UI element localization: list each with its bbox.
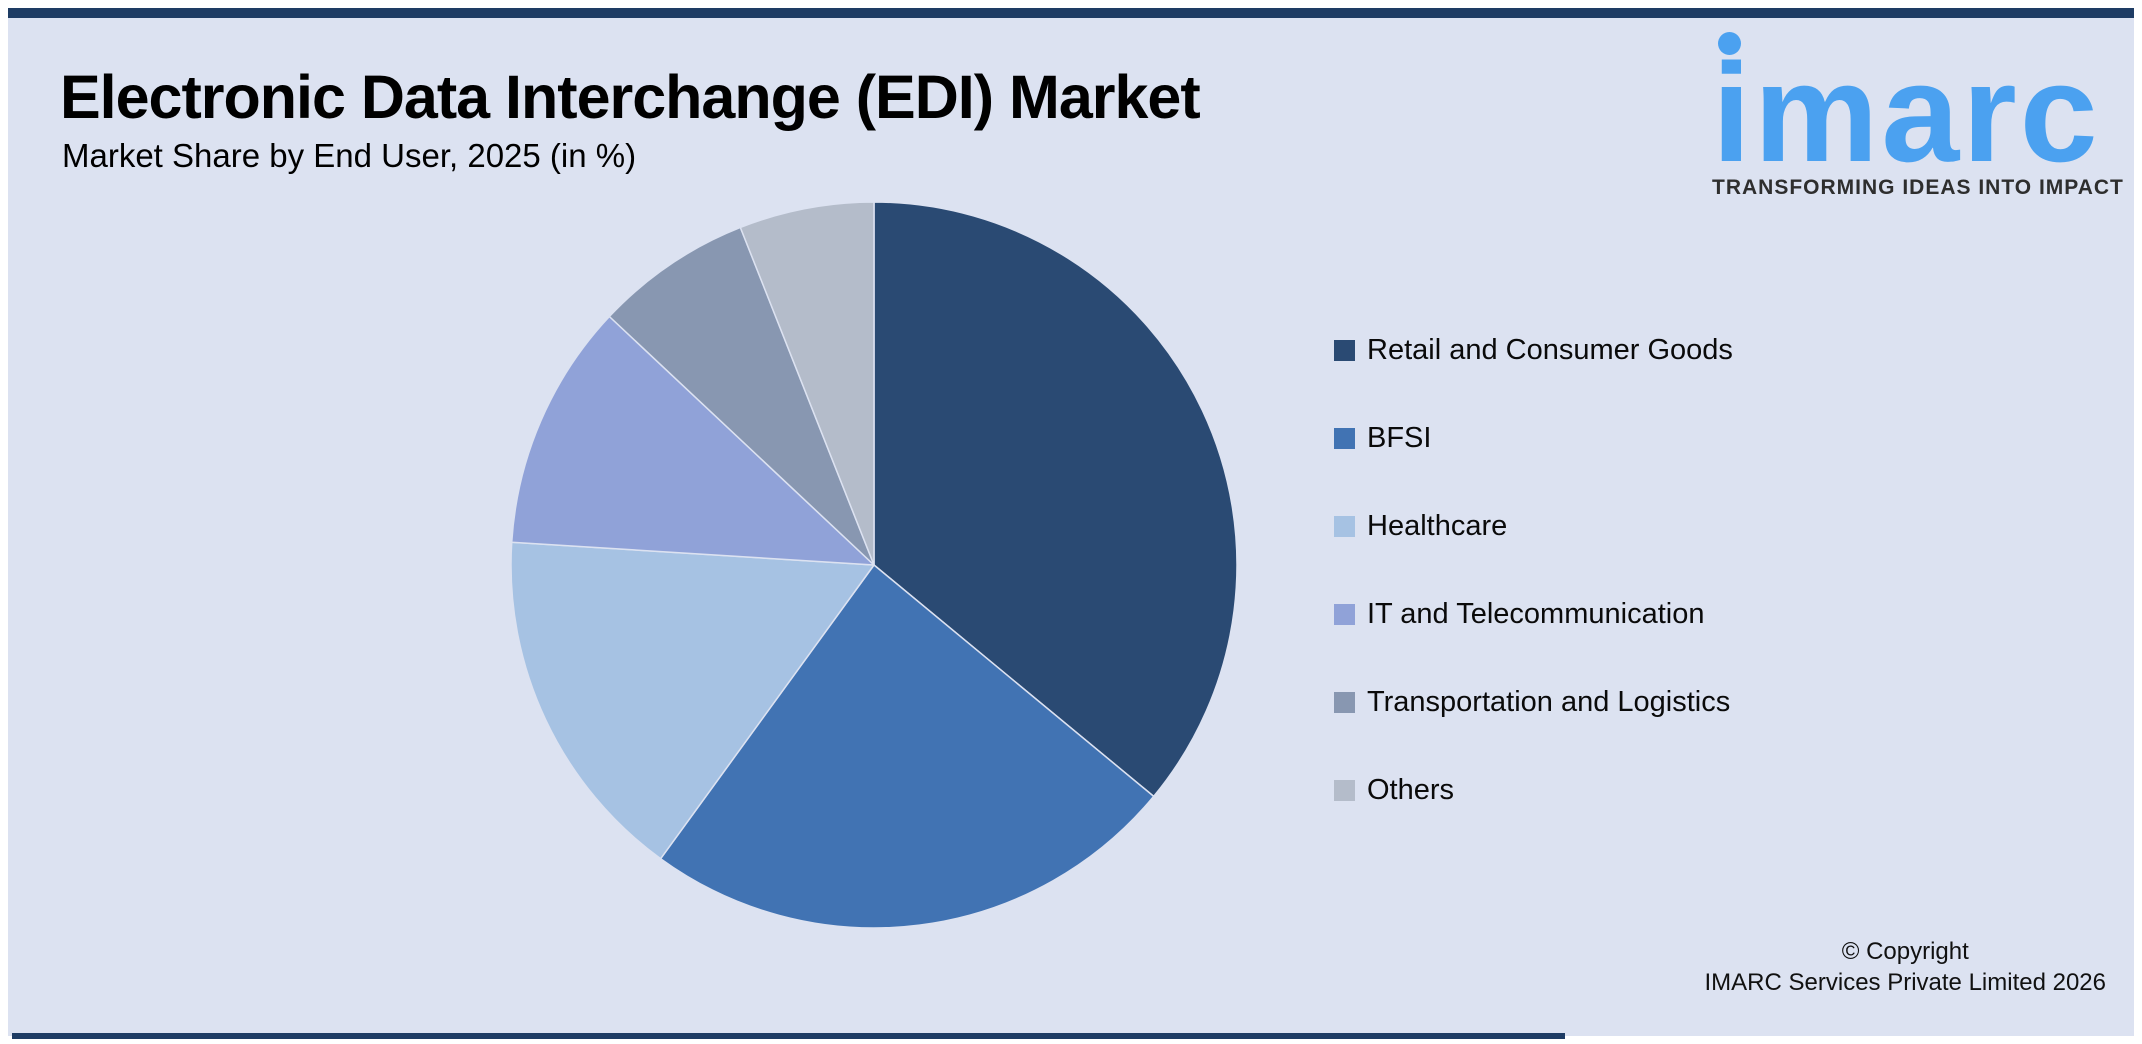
pie-slice-others — [739, 201, 875, 566]
pie-chart — [510, 201, 1238, 929]
copyright-line1: © Copyright — [1841, 938, 1969, 965]
legend-item-healthcare: Healthcare — [1334, 512, 1733, 541]
legend-item-transportation-and-logistics: Transportation and Logistics — [1334, 688, 1733, 717]
page-subtitle: Market Share by End User, 2025 (in %) — [62, 137, 637, 175]
legend-item-bfsi: BFSI — [1334, 424, 1733, 453]
legend-swatch-icon — [1334, 428, 1355, 449]
copyright-line2: IMARC Services Private Limited 2026 — [1704, 969, 2106, 996]
legend-swatch-icon — [1334, 604, 1355, 625]
logo-dot-icon — [1718, 32, 1741, 55]
logo-tagline: TRANSFORMING IDEAS INTO IMPACT — [1712, 176, 2124, 199]
legend-item-it-and-telecommunication: IT and Telecommunication — [1334, 600, 1733, 629]
pie-slice-bfsi — [659, 564, 1155, 929]
legend-label: IT and Telecommunication — [1367, 598, 1705, 630]
pie-slice-healthcare — [510, 541, 875, 860]
legend-swatch-icon — [1334, 340, 1355, 361]
pie-slice-transportation-and-logistics — [608, 226, 875, 566]
bottom-border-rule — [12, 1033, 1565, 1039]
legend-label: Retail and Consumer Goods — [1367, 334, 1733, 366]
legend-label: Others — [1367, 774, 1455, 806]
legend-item-retail-and-consumer-goods: Retail and Consumer Goods — [1334, 336, 1733, 365]
legend-label: Healthcare — [1367, 510, 1508, 542]
legend-label: BFSI — [1367, 422, 1432, 454]
pie-slice-retail-and-consumer-goods — [873, 201, 1238, 798]
imarc-logo: imarc TRANSFORMING IDEAS INTO IMPACT — [1712, 20, 2123, 200]
legend-swatch-icon — [1334, 692, 1355, 713]
legend-swatch-icon — [1334, 516, 1355, 537]
copyright-notice: © Copyright IMARC Services Private Limit… — [1705, 936, 2106, 998]
legend-item-others: Others — [1334, 776, 1733, 805]
pie-slice-it-and-telecommunication — [510, 315, 875, 566]
legend-label: Transportation and Logistics — [1367, 686, 1731, 718]
logo-brand-text: imarc — [1712, 34, 2101, 191]
page-title: Electronic Data Interchange (EDI) Market — [60, 62, 1201, 131]
chart-legend: Retail and Consumer Goods BFSI Healthcare I… — [1334, 336, 1733, 864]
legend-swatch-icon — [1334, 780, 1355, 801]
